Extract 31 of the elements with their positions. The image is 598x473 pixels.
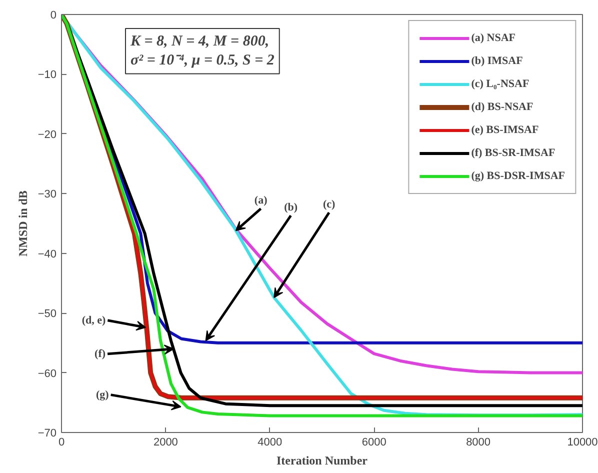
x-tick-label: 10000 <box>567 436 598 448</box>
annotation: (f) <box>94 348 106 360</box>
x-tick-label: 6000 <box>362 436 386 448</box>
y-tick-label: −20 <box>38 128 57 141</box>
x-tick-label: 8000 <box>466 436 491 448</box>
legend-label: (e) BS-IMSAF <box>471 124 539 136</box>
annotation: σ² = 10⁻⁴, μ = 0.5, S = 2 <box>130 52 275 69</box>
annotation: (c) <box>322 198 336 211</box>
x-tick-label: 2000 <box>153 436 178 448</box>
annotation: (g) <box>96 388 110 401</box>
legend-label: (f) BS-SR-IMSAF <box>471 147 556 159</box>
y-axis-title: NMSD in dB <box>16 190 30 257</box>
y-tick-label: −40 <box>38 248 57 260</box>
y-tick-label: −50 <box>38 308 57 320</box>
x-tick-label: 4000 <box>258 436 282 448</box>
annotation: (d, e) <box>82 314 106 326</box>
y-tick-label: −60 <box>38 368 57 380</box>
x-tick-label: 0 <box>58 436 65 448</box>
legend-label: (g) BS-DSR-IMSAF <box>471 170 565 182</box>
y-tick-label: 0 <box>50 10 57 22</box>
legend-label: (a) NSAF <box>471 32 516 44</box>
legend-label: (b) IMSAF <box>471 55 523 67</box>
legend-label: (c) L₀-NSAF <box>471 78 530 90</box>
annotation: K = 8, N = 4, M = 800, <box>130 34 270 50</box>
annotation: (a) <box>254 194 268 207</box>
y-tick-label: −30 <box>38 188 57 201</box>
annotation: (b) <box>284 202 298 214</box>
y-tick-label: −70 <box>38 428 57 440</box>
legend-label: (d) BS-NSAF <box>471 101 534 113</box>
x-axis-title: Iteration Number <box>276 454 368 468</box>
y-tick-label: −10 <box>38 69 57 82</box>
